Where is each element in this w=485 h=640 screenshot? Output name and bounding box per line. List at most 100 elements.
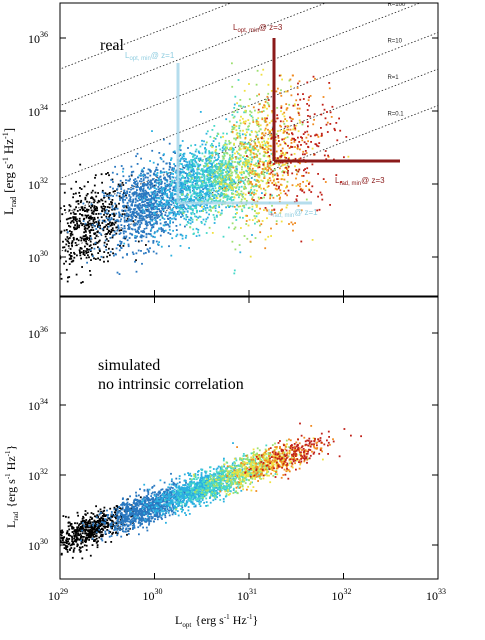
data-point bbox=[158, 241, 160, 244]
data-point bbox=[195, 157, 198, 159]
data-point bbox=[142, 204, 144, 207]
data-point bbox=[153, 232, 156, 235]
data-point bbox=[213, 179, 216, 182]
data-point bbox=[173, 204, 176, 207]
data-point bbox=[108, 219, 110, 222]
data-point bbox=[142, 197, 145, 200]
data-point bbox=[86, 248, 88, 250]
data-point bbox=[325, 158, 328, 161]
data-point bbox=[211, 173, 214, 176]
data-point bbox=[192, 192, 195, 195]
data-point bbox=[217, 211, 220, 214]
data-point bbox=[213, 189, 215, 192]
data-point bbox=[195, 235, 198, 237]
data-point bbox=[97, 516, 99, 519]
data-point bbox=[241, 142, 243, 145]
data-point bbox=[236, 208, 238, 211]
data-point bbox=[115, 509, 117, 512]
data-point bbox=[179, 184, 182, 186]
data-point bbox=[327, 155, 330, 158]
data-point bbox=[56, 540, 58, 542]
data-point bbox=[121, 524, 124, 527]
data-point bbox=[296, 107, 299, 110]
data-point bbox=[236, 161, 239, 164]
data-point bbox=[190, 159, 192, 161]
data-point bbox=[131, 212, 134, 215]
data-point bbox=[249, 144, 251, 147]
data-point bbox=[111, 212, 114, 215]
data-point bbox=[55, 544, 57, 546]
data-point bbox=[276, 130, 279, 133]
data-point bbox=[122, 237, 125, 240]
data-point bbox=[177, 212, 179, 215]
data-point bbox=[160, 245, 163, 248]
data-point bbox=[227, 204, 229, 207]
data-point bbox=[160, 230, 163, 233]
data-point bbox=[218, 142, 221, 145]
data-point bbox=[71, 536, 74, 539]
data-point bbox=[136, 210, 138, 213]
data-point bbox=[74, 216, 76, 219]
data-point bbox=[330, 116, 333, 118]
data-point bbox=[131, 515, 134, 517]
data-point bbox=[159, 176, 162, 178]
data-point bbox=[125, 197, 128, 199]
data-point bbox=[262, 162, 265, 165]
data-point bbox=[211, 168, 213, 171]
data-point bbox=[238, 188, 240, 191]
data-point bbox=[94, 515, 97, 518]
data-point bbox=[132, 187, 135, 190]
data-point bbox=[86, 523, 88, 526]
data-point bbox=[306, 109, 309, 111]
data-point bbox=[287, 158, 290, 160]
data-point bbox=[189, 185, 192, 188]
data-point bbox=[280, 110, 282, 113]
data-point bbox=[91, 517, 94, 520]
data-point bbox=[140, 186, 142, 188]
data-point bbox=[281, 113, 284, 116]
data-point bbox=[116, 173, 119, 176]
data-point bbox=[112, 523, 115, 526]
data-point bbox=[169, 206, 171, 209]
data-point bbox=[277, 162, 280, 165]
data-point bbox=[247, 190, 250, 193]
data-point bbox=[73, 530, 76, 533]
data-point bbox=[186, 175, 188, 177]
data-point bbox=[233, 205, 236, 208]
data-point bbox=[247, 105, 250, 107]
data-point bbox=[162, 205, 164, 208]
data-point bbox=[215, 189, 218, 192]
data-point bbox=[226, 188, 228, 191]
data-point bbox=[279, 212, 282, 214]
data-point bbox=[101, 523, 104, 526]
data-point bbox=[166, 491, 169, 493]
data-point bbox=[93, 208, 96, 211]
data-point bbox=[239, 99, 242, 101]
data-point bbox=[309, 95, 312, 97]
data-point bbox=[79, 236, 82, 239]
data-point bbox=[245, 128, 248, 131]
data-point bbox=[28, 244, 30, 246]
data-point bbox=[79, 533, 82, 536]
data-point bbox=[311, 163, 314, 166]
data-point bbox=[264, 142, 267, 145]
data-point bbox=[189, 219, 192, 222]
data-point bbox=[118, 229, 121, 232]
data-point bbox=[147, 198, 150, 201]
data-point bbox=[94, 522, 97, 525]
data-point bbox=[112, 190, 115, 193]
data-point bbox=[195, 180, 197, 183]
data-point bbox=[210, 210, 212, 212]
data-point bbox=[127, 213, 130, 216]
data-point bbox=[132, 198, 135, 201]
data-point bbox=[299, 183, 302, 185]
data-point bbox=[55, 245, 57, 247]
data-point bbox=[67, 276, 69, 279]
data-point bbox=[244, 122, 247, 125]
data-point bbox=[237, 79, 240, 81]
data-point bbox=[91, 528, 94, 531]
data-point bbox=[149, 183, 151, 186]
data-point bbox=[131, 200, 134, 203]
data-point bbox=[130, 218, 133, 221]
data-point bbox=[81, 266, 83, 268]
